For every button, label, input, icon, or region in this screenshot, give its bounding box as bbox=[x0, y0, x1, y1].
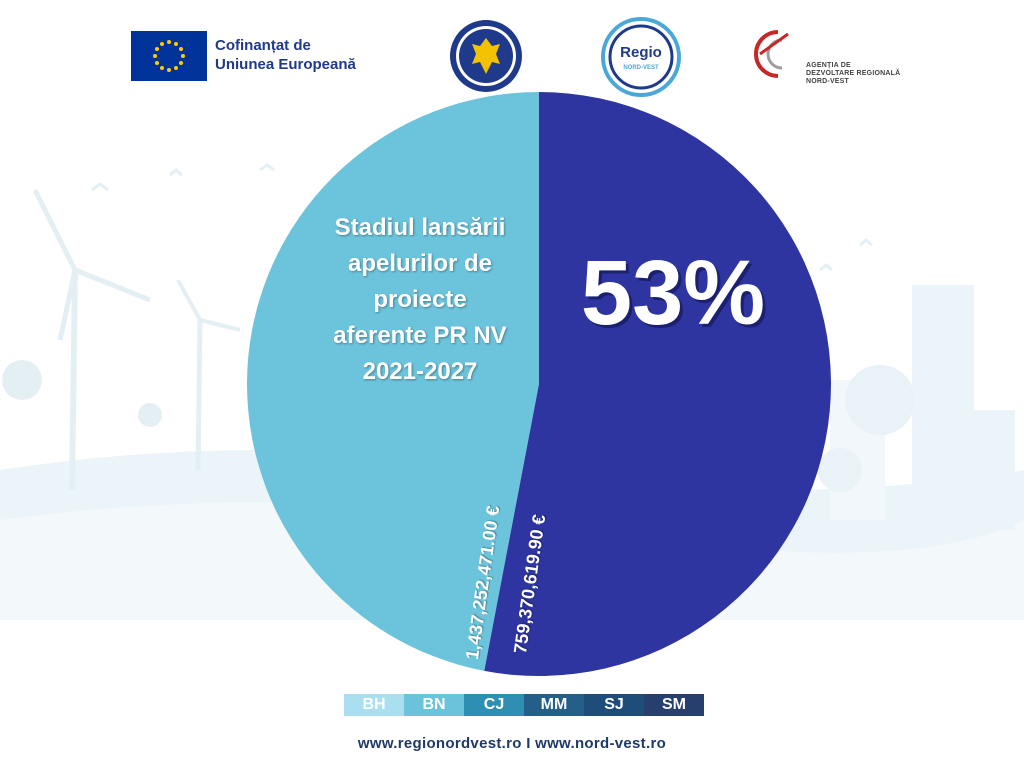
pie-slice-remaining bbox=[247, 92, 539, 671]
pie-slice-launched bbox=[484, 91, 832, 676]
chart-title: Stadiul lansării apelurilor de proiecte … bbox=[333, 214, 507, 385]
county-cj: CJ bbox=[464, 694, 524, 716]
adr-nord-vest-logo-icon bbox=[754, 30, 789, 78]
launched-percentage: 53% bbox=[580, 242, 766, 344]
eu-flag-icon bbox=[131, 31, 207, 81]
footer-websites: www.regionordvest.ro I www.nord-vest.ro bbox=[357, 735, 667, 752]
county-strip: BH BN CJ MM SJ SM bbox=[344, 694, 704, 716]
county-bn: BN bbox=[404, 694, 464, 716]
county-mm: MM bbox=[524, 694, 584, 716]
county-bh: BH bbox=[344, 694, 404, 716]
county-sm: SM bbox=[644, 694, 704, 716]
adr-text: AGENȚIA DE DEZVOLTARE REGIONALĂ NORD-VES… bbox=[806, 62, 901, 85]
regio-sub: NORD-VEST bbox=[623, 65, 659, 71]
romanian-government-seal-icon bbox=[450, 20, 522, 92]
eu-cofinancing-text: Cofinanțat de Uniunea Europeană bbox=[215, 37, 356, 73]
regio-nord-vest-logo-icon: Regio NORD-VEST bbox=[601, 17, 681, 97]
regio-name: Regio bbox=[620, 44, 662, 61]
county-sj: SJ bbox=[584, 694, 644, 716]
header: Cofinanțat de Uniunea Europeană Regio NO… bbox=[0, 0, 1024, 100]
